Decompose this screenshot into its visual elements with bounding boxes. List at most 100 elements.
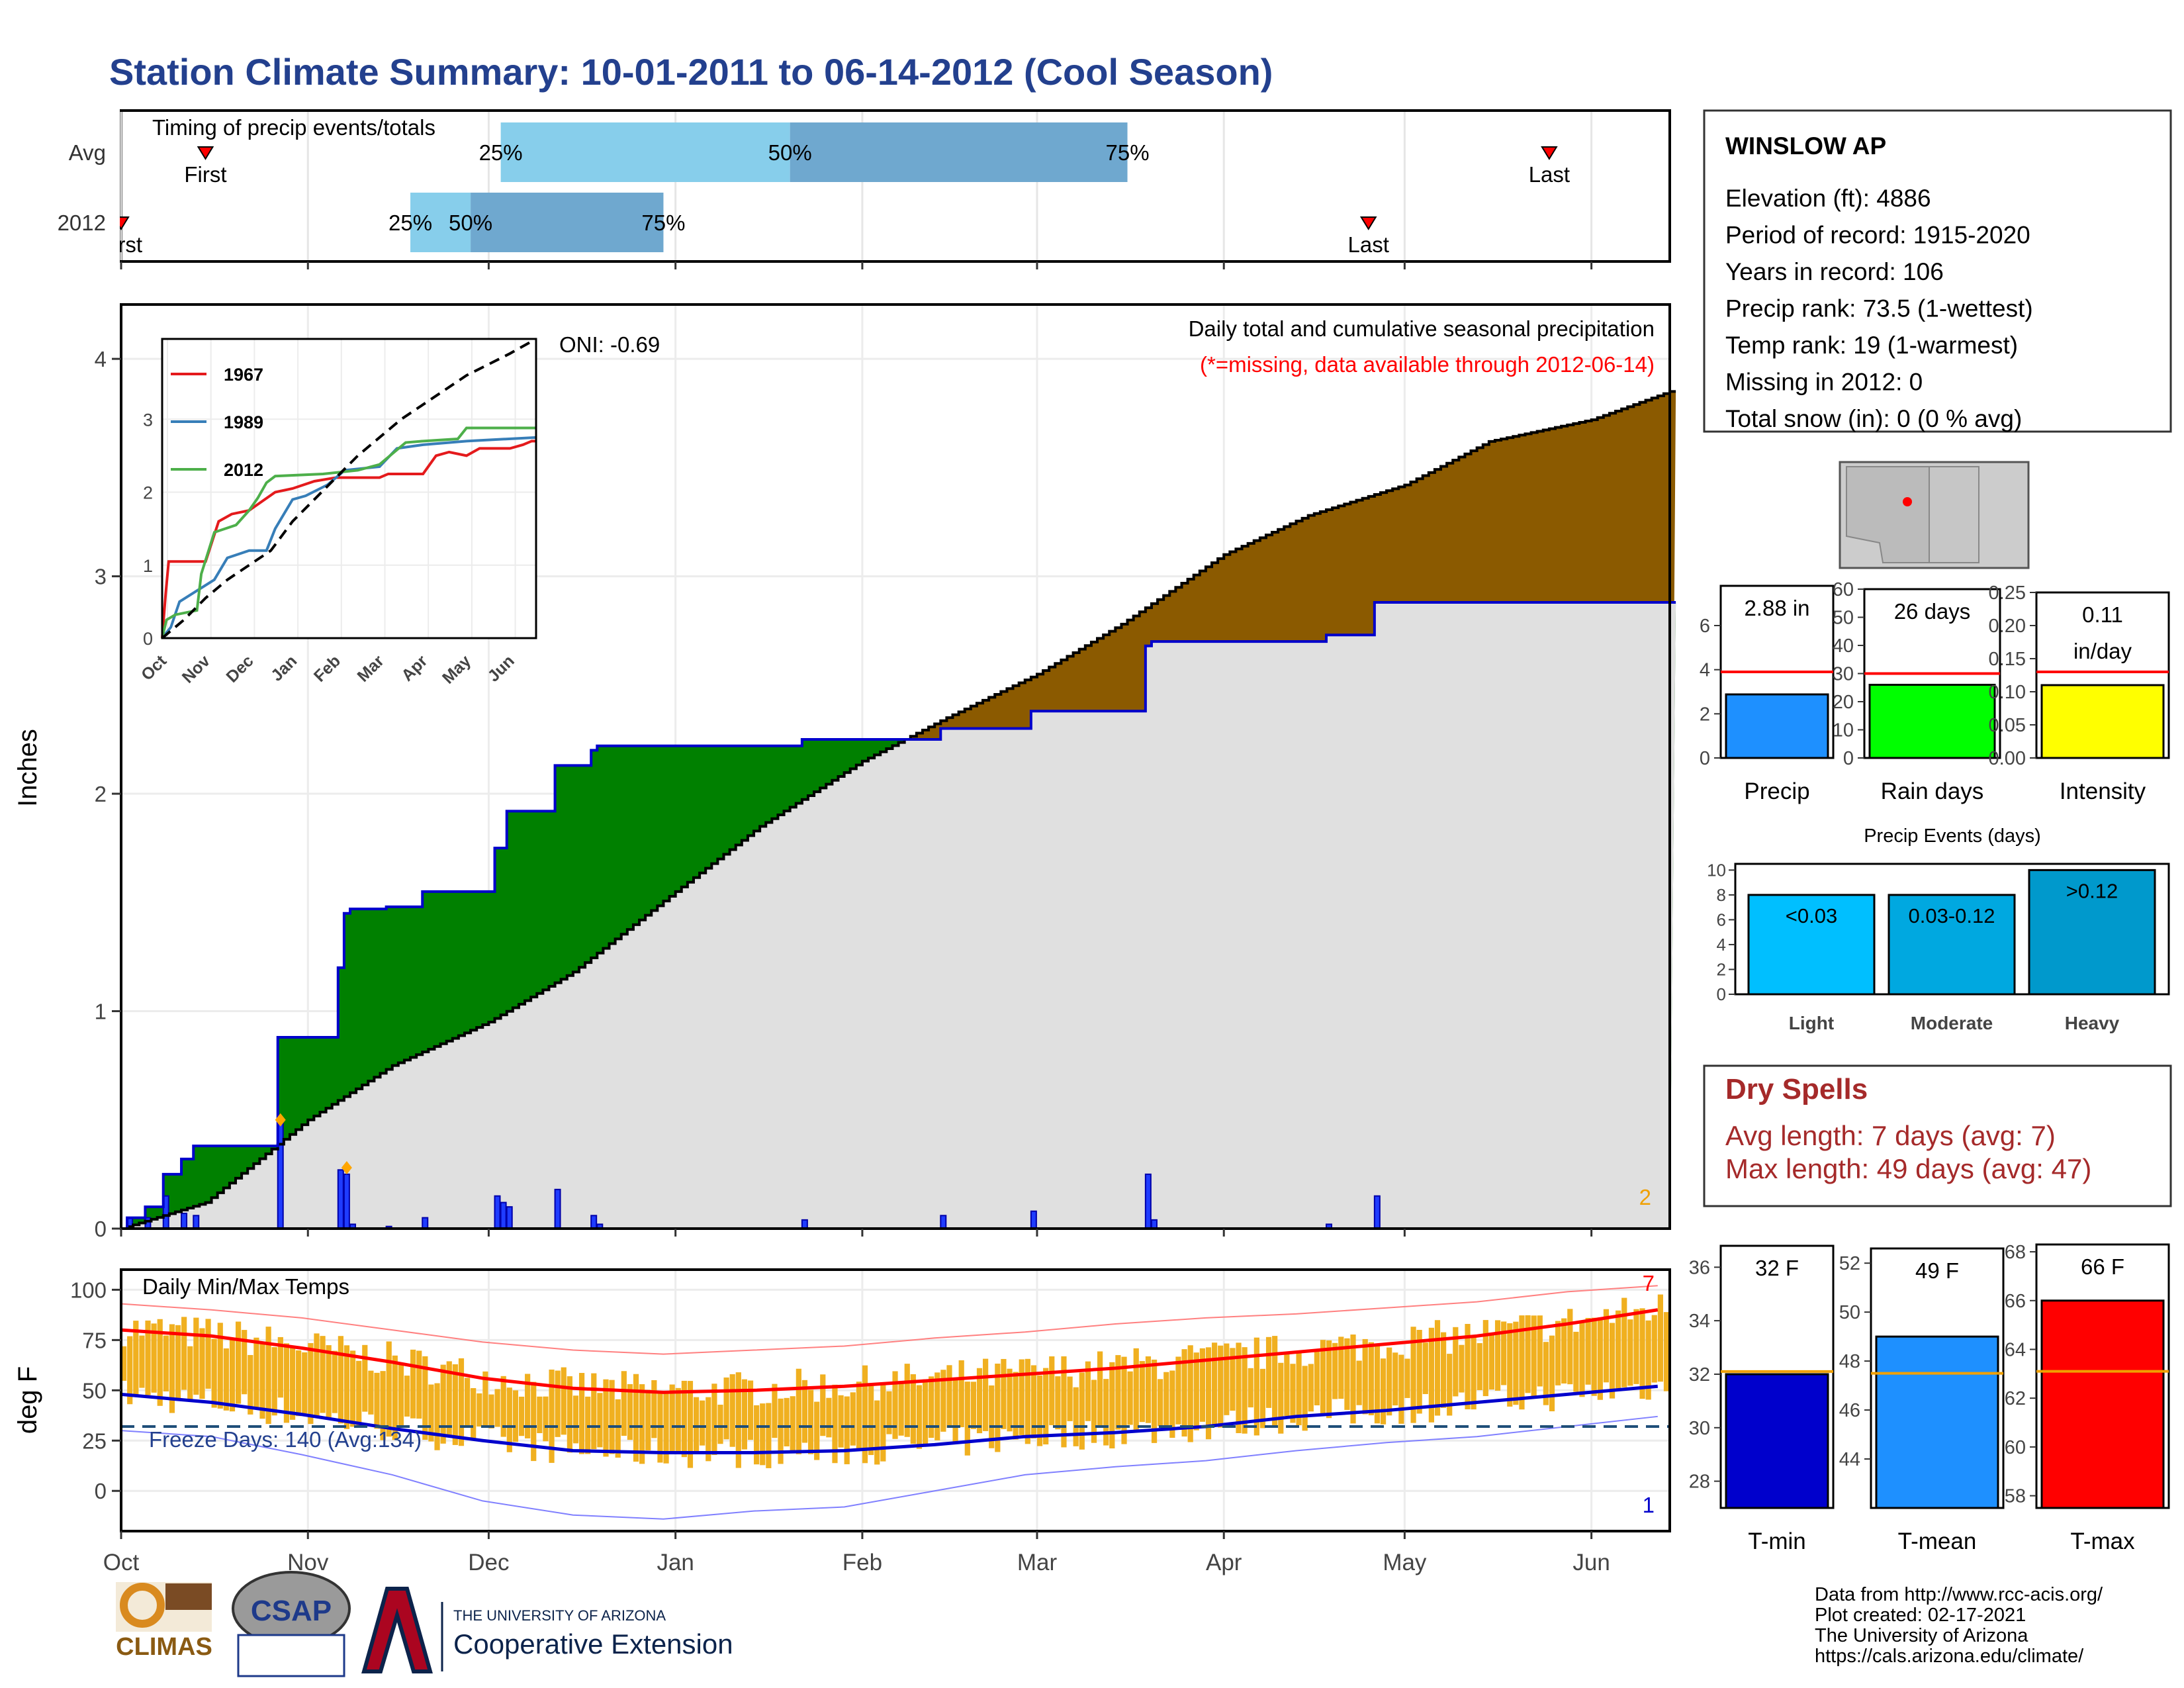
daily-temp-bar: [1073, 1387, 1079, 1446]
first-event-marker: [197, 146, 214, 160]
daily-temp-bar: [597, 1393, 603, 1448]
daily-temp-bar: [422, 1356, 428, 1440]
daily-temp-bar: [922, 1379, 929, 1446]
daily-precip-bar: [1144, 1173, 1152, 1229]
daily-temp-bar: [1085, 1361, 1091, 1421]
daily-temp-bar: [760, 1403, 766, 1466]
daily-temp-bar: [669, 1384, 675, 1452]
intensity-summary-ytick-label: 0.15: [1989, 649, 2026, 670]
precip-events-bar: [1747, 894, 1876, 996]
daily-temp-bar: [283, 1343, 290, 1423]
daily-temp-bar: [1187, 1345, 1193, 1442]
temp-title: Daily Min/Max Temps: [142, 1274, 349, 1299]
daily-temp-bar: [1344, 1338, 1350, 1410]
daily-precip-bar: [422, 1217, 429, 1229]
daily-temp-bar: [796, 1368, 801, 1454]
daily-temp-bar: [609, 1380, 615, 1454]
daily-temp-bar: [898, 1383, 904, 1436]
tmean-temp-summary-axis-label: T-mean: [1898, 1528, 1977, 1554]
daily-temp-bar: [778, 1398, 784, 1464]
daily-temp-bar: [1392, 1352, 1398, 1406]
rain-days-summary-bar: [1868, 684, 1996, 759]
station-info-line: Missing in 2012: 0: [1725, 369, 1923, 396]
daily-temp-bar: [934, 1372, 940, 1440]
daily-temp-bar: [1133, 1348, 1139, 1430]
daily-temp-bar: [700, 1400, 705, 1446]
inset-ytick-label: 1: [143, 556, 153, 576]
daily-temp-bar: [217, 1323, 223, 1409]
daily-temp-bar: [1049, 1356, 1055, 1425]
inset-frame-top: [161, 338, 537, 639]
daily-temp-bar: [844, 1396, 850, 1464]
daily-temp-bar: [1115, 1355, 1121, 1430]
daily-temp-bar: [856, 1382, 862, 1451]
daily-temp-bar: [1549, 1335, 1555, 1411]
daily-temp-bar: [380, 1371, 386, 1440]
daily-temp-bar: [1567, 1309, 1573, 1385]
daily-temp-bar: [1259, 1368, 1266, 1429]
dry-spells-title: Dry Spells: [1725, 1073, 1868, 1105]
daily-temp-bar: [1139, 1361, 1145, 1423]
daily-temp-bar: [1205, 1347, 1212, 1440]
daily-temp-bar: [735, 1372, 741, 1468]
inset-legend-label: 2012: [224, 460, 263, 480]
ua-small-text: THE UNIVERSITY OF ARIZONA: [453, 1607, 666, 1624]
daily-temp-bar: [1380, 1358, 1387, 1425]
daily-temp-bar: [1242, 1347, 1248, 1434]
daily-temp-bar: [464, 1378, 471, 1426]
precip-summary-ytick-label: 6: [1700, 616, 1710, 637]
daily-temp-bar: [271, 1347, 277, 1416]
inset-legend-label: 1989: [224, 412, 263, 432]
daily-temp-bar: [1465, 1324, 1471, 1410]
timing-pct-label: 75%: [1106, 140, 1150, 165]
station-info-line: Temp rank: 19 (1-warmest): [1725, 332, 2018, 359]
daily-temp-bar: [157, 1319, 163, 1406]
daily-temp-bar: [1109, 1362, 1115, 1449]
timing-bar-25-50: [410, 193, 471, 252]
intensity-summary-axis-label: Intensity: [2060, 778, 2146, 804]
precip-corner-label: 2: [1639, 1185, 1651, 1209]
ua-logo: THE UNIVERSITY OF ARIZONA Cooperative Ex…: [361, 1587, 733, 1673]
daily-temp-bar: [1362, 1338, 1368, 1415]
daily-temp-bar: [1410, 1327, 1416, 1423]
daily-temp-bar: [772, 1383, 778, 1438]
daily-temp-bar: [723, 1377, 729, 1440]
daily-temp-bar: [1573, 1331, 1579, 1392]
precip-summary-value-label: 2.88 in: [1744, 596, 1809, 620]
tmax-temp-summary-ytick-label: 64: [2005, 1339, 2026, 1360]
daily-temp-bar: [133, 1321, 139, 1395]
precip-events-bar: [2028, 868, 2156, 996]
daily-temp-bar: [452, 1364, 458, 1445]
daily-temp-bar: [151, 1323, 157, 1393]
daily-temp-bar: [1127, 1371, 1133, 1425]
precip-events-bar-label: >0.12: [2066, 879, 2118, 902]
daily-temp-bar: [392, 1355, 398, 1440]
record-precip-marker: [341, 1161, 352, 1175]
month-label: Jan: [657, 1550, 694, 1575]
intensity-summary-value-label: 0.11: [2082, 602, 2123, 627]
station-name: WINSLOW AP: [1725, 132, 1886, 160]
daily-temp-bar: [1585, 1317, 1591, 1385]
precip-events-category: Heavy: [2065, 1013, 2120, 1033]
observed-cumulative-line: [121, 601, 1676, 1230]
daily-precip-bar: [193, 1215, 200, 1229]
daily-temp-bar: [747, 1380, 754, 1440]
daily-temp-bar: [205, 1319, 211, 1389]
daily-temp-bar: [326, 1345, 332, 1418]
last-event-label: Last: [1348, 232, 1389, 257]
climas-logo-block: [165, 1583, 212, 1610]
rain-days-summary-ytick-label: 0: [1843, 748, 1854, 769]
daily-temp-bar: [537, 1396, 543, 1434]
timing-bar-50-75: [790, 122, 1128, 182]
daily-temp-bar: [458, 1358, 465, 1446]
dry-spells-box: Dry Spells Avg length: 7 days (avg: 7) M…: [1703, 1064, 2172, 1207]
precip-subtitle: (*=missing, data available through 2012-…: [1200, 352, 1655, 377]
daily-temp-bar: [1248, 1368, 1253, 1408]
daily-temp-bar: [446, 1361, 452, 1436]
daily-temp-bar: [1404, 1358, 1410, 1398]
daily-temp-bar: [1061, 1356, 1067, 1448]
daily-temp-bar: [477, 1393, 482, 1427]
intensity-summary-ytick-label: 0.25: [1989, 583, 2026, 604]
